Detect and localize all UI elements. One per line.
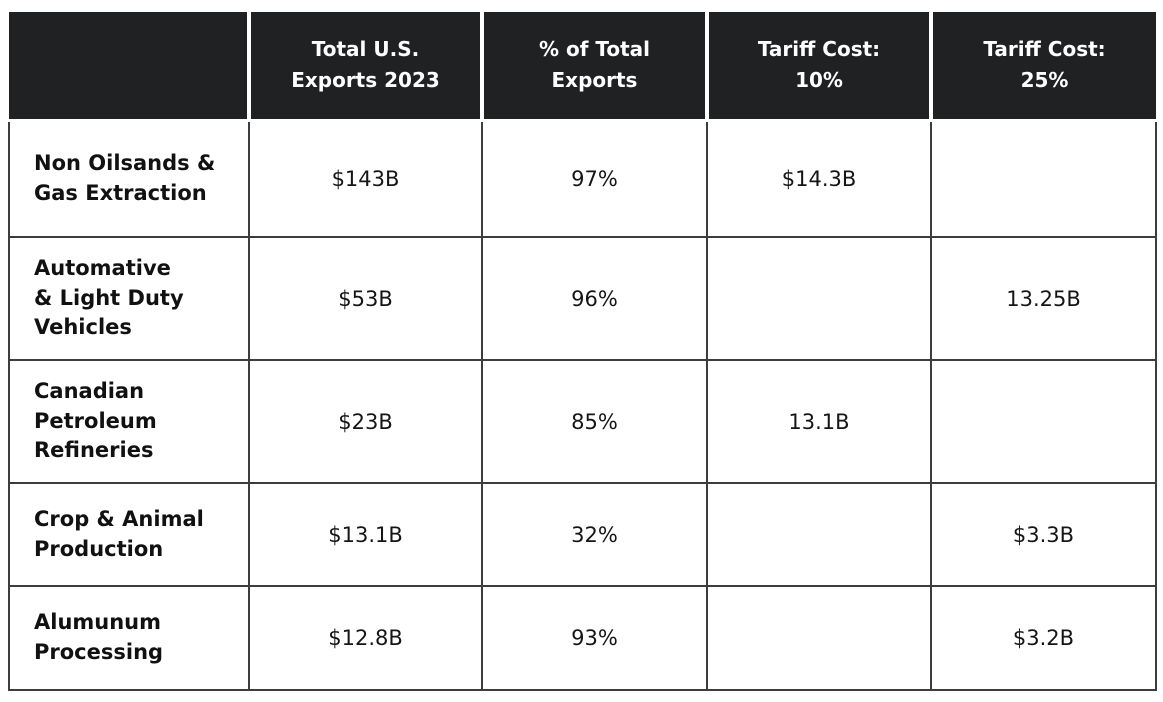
cell-total-exports: $12.8B [248,585,483,691]
cell-percent-of-exports: 93% [481,585,708,691]
row-label: Crop & Animal Production [8,482,250,587]
row-label: Canadian Petroleum Refineries [8,359,250,484]
cell-tariff-cost-25: 13.25B [930,236,1157,361]
table-row-crop-animal: Crop & Animal Production $13.1B 32% $3.3… [8,482,1157,587]
cell-percent-of-exports: 97% [481,119,708,238]
header-cell-tariff-cost-25: Tariff Cost: 25% [929,12,1156,122]
cell-tariff-cost-25: $3.2B [930,585,1157,691]
row-label: Alumunum Processing [8,585,250,691]
cell-tariff-cost-25 [930,359,1157,484]
table-body: Non Oilsands & Gas Extraction $143B 97% … [8,119,1157,691]
cell-tariff-cost-25: $3.3B [930,482,1157,587]
row-label: Automative & Light Duty Vehicles [8,236,250,361]
cell-total-exports: $13.1B [248,482,483,587]
cell-tariff-cost-10 [706,585,932,691]
cell-total-exports: $143B [248,119,483,238]
header-cell-total-exports: Total U.S. Exports 2023 [247,12,482,122]
table-row-aluminum-processing: Alumunum Processing $12.8B 93% $3.2B [8,585,1157,691]
cell-total-exports: $53B [248,236,483,361]
cell-percent-of-exports: 32% [481,482,708,587]
cell-tariff-cost-10: $14.3B [706,119,932,238]
cell-tariff-cost-25 [930,119,1157,238]
header-row: Total U.S. Exports 2023 % of Total Expor… [9,12,1156,122]
header-cell-tariff-cost-10: Tariff Cost: 10% [705,12,931,122]
row-label: Non Oilsands & Gas Extraction [8,119,250,238]
cell-tariff-cost-10 [706,482,932,587]
cell-tariff-cost-10 [706,236,932,361]
cell-total-exports: $23B [248,359,483,484]
table-row-non-oilsands: Non Oilsands & Gas Extraction $143B 97% … [8,119,1157,238]
header-cell-category [9,12,249,122]
tariff-table: Total U.S. Exports 2023 % of Total Expor… [8,12,1157,691]
table-row-petroleum-refineries: Canadian Petroleum Refineries $23B 85% 1… [8,359,1157,484]
table-row-automotive: Automative & Light Duty Vehicles $53B 96… [8,236,1157,361]
cell-percent-of-exports: 96% [481,236,708,361]
header-cell-percent-of-exports: % of Total Exports [480,12,707,122]
cell-percent-of-exports: 85% [481,359,708,484]
cell-tariff-cost-10: 13.1B [706,359,932,484]
table-header: Total U.S. Exports 2023 % of Total Expor… [9,12,1156,122]
